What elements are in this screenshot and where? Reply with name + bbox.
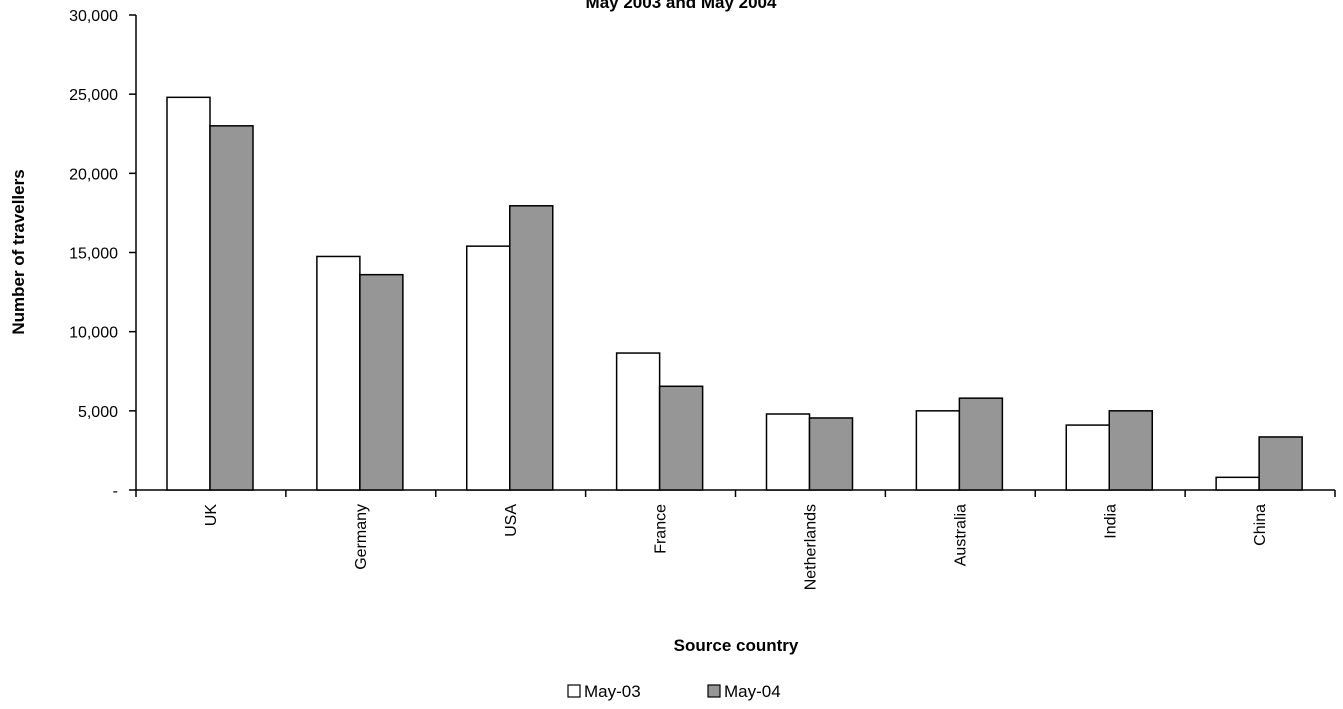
- bar-china-may-03: [1215, 476, 1260, 491]
- bar-germany-may-04: [359, 273, 404, 491]
- legend-swatch-may-03: [567, 684, 581, 698]
- x-tick-label-usa: USA: [503, 504, 520, 537]
- x-tick-label-france: France: [653, 504, 670, 554]
- y-tick-label: 10,000: [69, 325, 118, 342]
- x-tick-label-netherlands: Netherlands: [803, 504, 820, 590]
- legend: May-03 May-04: [567, 682, 781, 701]
- bar-usa-may-04: [509, 205, 554, 491]
- x-tick-label-china: China: [1252, 504, 1269, 546]
- legend-label-may-03: May-03: [584, 682, 641, 701]
- y-axis-ticks: - 5,000 10,000 15,000 20,000 25,000 30,000: [69, 8, 136, 500]
- y-tick-label: 30,000: [69, 8, 118, 25]
- y-tick-label: -: [113, 483, 118, 500]
- legend-swatch-may-04: [707, 684, 721, 698]
- bar-usa-may-03: [466, 245, 511, 491]
- bar-netherlands-may-03: [765, 413, 811, 491]
- y-tick-label: 20,000: [69, 166, 118, 183]
- x-axis-title: Source country: [674, 636, 799, 655]
- x-axis-tick-labels: UK Germany USA France Netherlands Australia In…: [203, 504, 1269, 591]
- x-tick-label-germany: Germany: [353, 504, 370, 570]
- x-tick-label-uk: UK: [203, 504, 220, 527]
- y-tick-label: 5,000: [78, 404, 118, 421]
- bar-australia-may-03: [915, 410, 961, 491]
- bar-netherlands-may-04: [808, 417, 854, 491]
- x-tick-label-australia: Australia: [952, 504, 969, 566]
- bar-uk-may-04: [209, 125, 254, 491]
- bars: [166, 96, 1303, 491]
- bar-france-may-04: [658, 385, 704, 491]
- y-axis-title-group: Number of travellers: [9, 169, 28, 334]
- bar-france-may-03: [615, 352, 661, 491]
- x-axis-ticks: [135, 490, 1336, 497]
- bar-australia-may-04: [958, 397, 1004, 491]
- bar-germany-may-03: [316, 255, 361, 491]
- bar-india-may-04: [1108, 410, 1153, 491]
- x-tick-label-india: India: [1102, 504, 1119, 539]
- bar-india-may-03: [1065, 424, 1110, 491]
- legend-label-may-04: May-04: [724, 682, 781, 701]
- chart-title: May 2003 and May 2004: [586, 0, 777, 12]
- bar-uk-may-03: [166, 96, 211, 491]
- bar-china-may-04: [1258, 436, 1303, 491]
- y-axis-title: Number of travellers: [9, 169, 28, 334]
- y-tick-label: 25,000: [69, 87, 118, 104]
- y-tick-label: 15,000: [69, 246, 118, 263]
